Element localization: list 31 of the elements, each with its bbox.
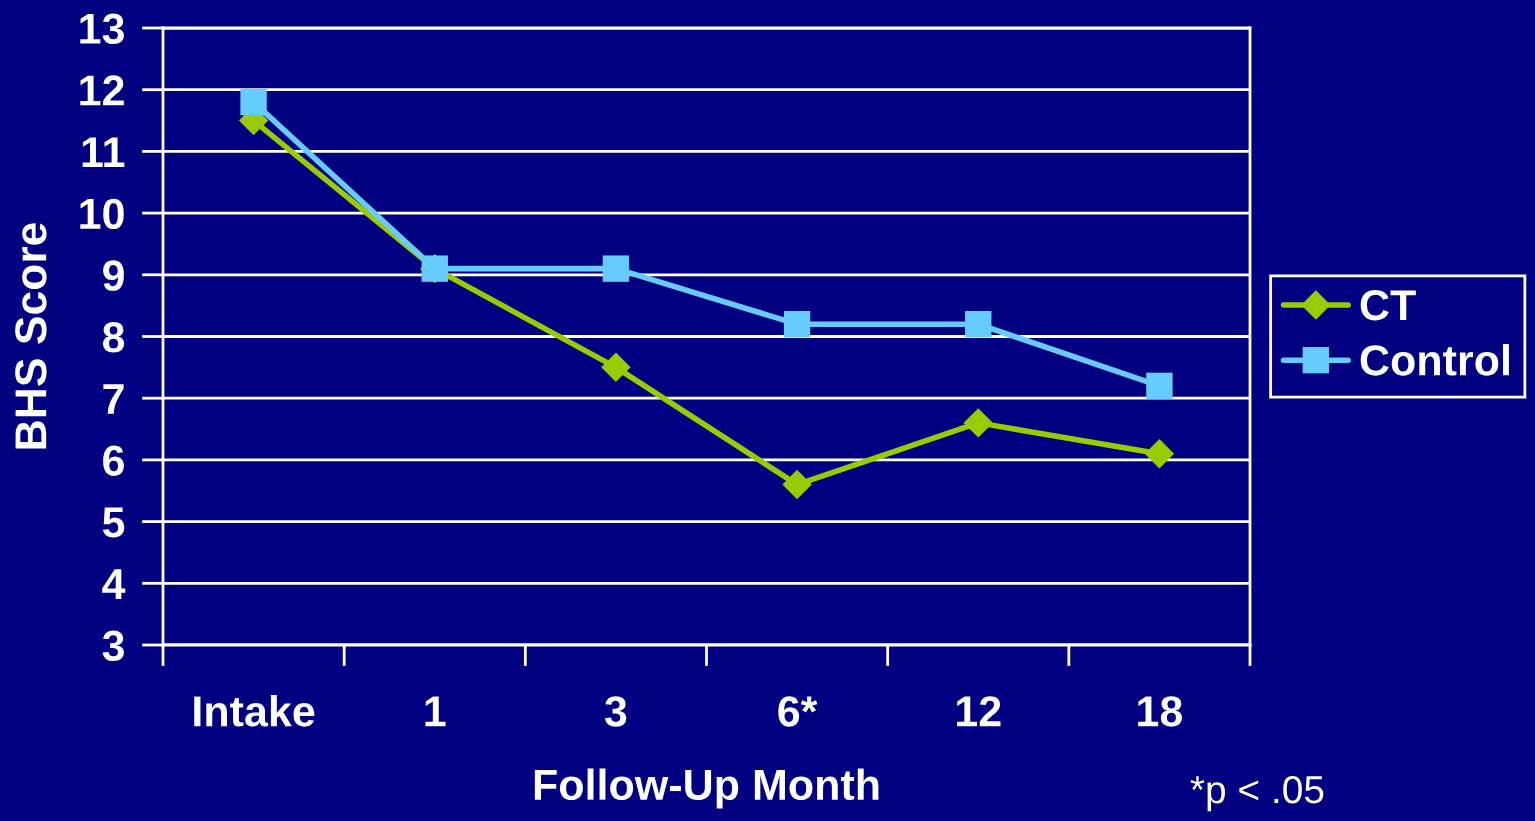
point [963, 408, 993, 438]
y-tick-label: 6 [103, 445, 124, 476]
legend-label: Control [1360, 344, 1509, 376]
x-tick-label: 3 [604, 696, 627, 727]
point [965, 310, 992, 338]
y-tick-label: 10 [80, 198, 124, 230]
x-tick-label: 12 [957, 696, 1001, 727]
point [601, 352, 631, 383]
point [782, 469, 812, 500]
y-tick-label: 3 [102, 630, 124, 662]
point [1146, 372, 1173, 400]
y-tick-label: 13 [80, 13, 124, 45]
y-tick-label: 4 [102, 569, 126, 599]
point [783, 310, 811, 338]
x-axis-title: Follow-Up Month [534, 768, 879, 809]
y-tick-label: 7 [103, 384, 124, 414]
y-tick-label: 9 [103, 260, 124, 291]
y-tick-label: 11 [82, 137, 125, 167]
point [1144, 439, 1175, 469]
x-tick-label: 6* [778, 696, 818, 727]
y-tick-label: 12 [80, 75, 124, 106]
legend-label: CT [1360, 289, 1416, 321]
point [240, 88, 267, 116]
y-tick-label: 8 [102, 322, 125, 353]
y-tick-label: 5 [102, 507, 125, 538]
text: *p < .05 [1190, 775, 1324, 812]
x-tick-label: 18 [1138, 696, 1183, 727]
y-axis-title: BHS Score [15, 223, 47, 449]
x-tick-label: 1 [425, 696, 446, 727]
x-tick-label: Intake [194, 695, 315, 727]
point [602, 255, 630, 282]
